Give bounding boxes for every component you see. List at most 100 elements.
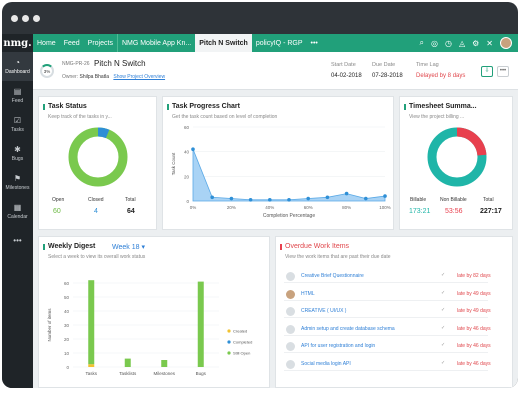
check-icon[interactable]: ✓ <box>441 324 446 331</box>
sidebar-item-more[interactable]: ••• <box>2 226 33 255</box>
bar-created[interactable] <box>88 364 95 367</box>
overdue-item-name[interactable]: API for user registration and login <box>301 343 376 349</box>
data-point[interactable] <box>287 197 291 202</box>
data-point[interactable] <box>229 196 234 201</box>
total-count: 64 <box>127 208 135 215</box>
settings-icon[interactable]: ⚙ <box>472 38 480 48</box>
card-title: Timesheet Summa... <box>409 103 477 110</box>
project-progress-value: 3% <box>43 68 51 74</box>
nav-feed[interactable]: Feed <box>63 39 80 47</box>
overdue-item-name[interactable]: Creative Brief Questionnaire <box>301 273 364 279</box>
legend-label[interactable]: Still Open <box>233 351 250 356</box>
sidebar-item-label: Milestones <box>5 184 30 191</box>
project-name: Pitch N Switch <box>94 59 146 68</box>
card-title: Weekly Digest <box>48 243 96 250</box>
sidebar-item-milestones[interactable]: ⚑ Milestones <box>2 168 33 197</box>
user-avatar[interactable] <box>500 37 512 49</box>
tools-icon[interactable]: ✕ <box>486 38 493 48</box>
check-icon[interactable]: ✓ <box>441 359 446 366</box>
data-point[interactable] <box>344 191 349 196</box>
legend-label[interactable]: Completed <box>233 340 252 345</box>
card-subtitle: Get the task count based on level of com… <box>172 114 278 120</box>
weekly-digest-card: Weekly Digest Week 18 ▾ Select a week to… <box>38 236 270 388</box>
assignee-avatar <box>286 272 295 281</box>
task-progress-chart-card: Task Progress Chart Get the task count b… <box>162 96 394 230</box>
data-point[interactable] <box>325 195 330 200</box>
card-accent <box>280 244 282 250</box>
nav-home[interactable]: Home <box>37 39 56 47</box>
project-progress-ring: 3% <box>40 64 54 78</box>
data-point[interactable] <box>268 197 272 202</box>
y-tick-label: 30 <box>64 323 70 328</box>
x-tick-label: 20% <box>227 205 236 210</box>
y-tick-label: 20 <box>184 174 190 179</box>
nav-project-tab-pitch-n-switch[interactable]: Pitch N Switch <box>195 34 252 52</box>
overdue-item[interactable]: Admin setup and create database schema ✓ l… <box>284 324 491 336</box>
more-icon: ••• <box>13 235 22 245</box>
bar-still-open[interactable] <box>161 360 168 367</box>
overdue-item-name[interactable]: Social media login API <box>301 360 351 367</box>
task-status-donut <box>68 127 128 187</box>
more-options-button[interactable]: ••• <box>497 66 509 77</box>
sidebar-item-calendar[interactable]: ▦ Calendar <box>2 197 33 226</box>
nav-project-tab-policyiq[interactable]: policyIQ - RGP <box>255 39 303 47</box>
show-project-overview-link[interactable]: Show Project Overview <box>113 74 166 80</box>
chevron-down-icon: ▾ <box>141 244 145 251</box>
data-point[interactable] <box>364 196 368 201</box>
bar-still-open[interactable] <box>124 358 131 367</box>
donut-open-segment <box>68 127 128 187</box>
data-point[interactable] <box>248 197 253 202</box>
data-point[interactable] <box>306 196 310 201</box>
bar-still-open[interactable] <box>88 280 95 365</box>
check-icon[interactable]: ✓ <box>441 272 446 278</box>
overdue-item[interactable]: Creative Brief Questionnaire ✓ late by 82 … <box>284 271 491 283</box>
export-icon: ⇩ <box>484 68 490 74</box>
check-icon[interactable]: ✓ <box>441 342 446 348</box>
nav-project-tab-nmg-mobile[interactable]: NMG Mobile App Kn... <box>116 34 195 52</box>
overdue-item[interactable]: API for user registration and login ✓ late… <box>284 341 491 353</box>
data-point[interactable] <box>210 195 214 200</box>
sidebar-item-tasks[interactable]: ☑ Tasks <box>2 110 33 139</box>
overdue-item-late: late by 49 days <box>457 290 491 297</box>
bell-icon[interactable]: ◬ <box>458 38 466 48</box>
search-icon[interactable]: ⌕ <box>419 38 424 47</box>
due-date-label: Due Date <box>372 62 396 68</box>
overdue-item-name[interactable]: HTML <box>301 290 315 297</box>
check-icon[interactable]: ✓ <box>441 307 446 313</box>
overdue-item-name[interactable]: CREATIVE ( UI/UX ) <box>301 308 347 314</box>
sidebar-item-label: Dashboard <box>5 68 30 75</box>
nonbillable-value: 53:56 <box>445 208 463 215</box>
category-label: Tasks <box>85 371 97 376</box>
timer-icon[interactable]: ◷ <box>444 38 452 48</box>
milestones-icon: ⚑ <box>13 173 22 183</box>
overdue-item-name[interactable]: Admin setup and create database schema <box>301 325 395 332</box>
overdue-item[interactable]: HTML ✓ late by 49 days <box>284 289 491 301</box>
nav-projects[interactable]: Projects <box>87 39 113 47</box>
bar-still-open[interactable] <box>197 281 204 367</box>
overdue-item[interactable]: Social media login API ✓ late by 46 days <box>284 359 491 371</box>
open-count: 60 <box>53 208 61 215</box>
data-point[interactable] <box>191 147 195 151</box>
sidebar-item-feed[interactable]: ▤ Feed <box>2 81 33 110</box>
sidebar-item-bugs[interactable]: ✱ Bugs <box>2 139 33 168</box>
data-point[interactable] <box>383 194 387 198</box>
legend-label[interactable]: Created <box>233 329 247 334</box>
check-icon[interactable]: ✓ <box>441 289 446 296</box>
overdue-item[interactable]: CREATIVE ( UI/UX ) ✓ late by 49 days <box>284 306 491 318</box>
task-status-card: Task Status Keep track of the tasks in y… <box>38 96 157 230</box>
task-count-area <box>192 149 386 202</box>
overdue-item-late: late by 49 days <box>457 308 491 314</box>
game-icon[interactable]: ◎ <box>431 38 438 48</box>
export-button[interactable]: ⇩ <box>481 66 493 77</box>
card-subtitle: View the project billing ... <box>409 114 465 120</box>
sidebar-item-dashboard[interactable]: ◔ Dashboard <box>2 52 33 81</box>
time-lag-value: Delayed by 8 days <box>416 73 466 79</box>
brand-logo[interactable]: nmg. <box>2 34 33 52</box>
category-label: Milestones <box>153 371 175 376</box>
week-selector[interactable]: Week 18 ▾ <box>112 243 145 251</box>
x-tick-label: 60% <box>304 205 313 210</box>
y-axis-label: Number of items <box>47 308 52 342</box>
nav-more[interactable]: ••• <box>310 39 318 47</box>
owner-label: Owner: <box>62 74 79 80</box>
app-body: nmg. Home Feed Projects NMG Mobile App K… <box>2 34 518 388</box>
